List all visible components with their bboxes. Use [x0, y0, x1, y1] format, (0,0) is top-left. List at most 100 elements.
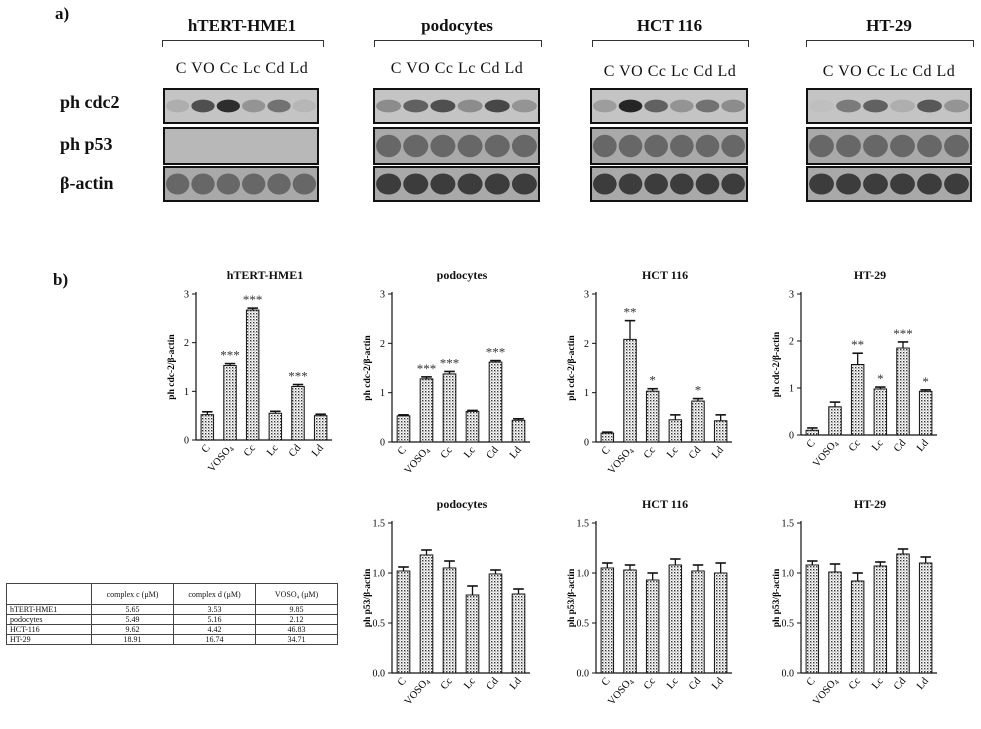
x-tick-label: C — [600, 445, 613, 457]
chart-title: HT-29 — [853, 268, 887, 282]
y-tick-label: 1.5 — [373, 519, 386, 530]
table-cell: 34.71 — [255, 634, 338, 645]
blot-header-ht29: HT-29 — [866, 16, 912, 35]
table-cell: 46.83 — [255, 624, 338, 635]
bar-chart: HT-29 ph p53/β-actin 0.0 0.5 1.0 1.5 C VOSO4 Cc L… — [765, 497, 945, 721]
significance-label: *** — [417, 361, 437, 376]
bar — [442, 373, 457, 443]
bar — [600, 567, 615, 674]
y-tick-label: 0.5 — [577, 619, 590, 630]
x-tick-label: Ld — [915, 437, 931, 454]
lane-labels: C VO Cc Lc Cd Ld — [603, 63, 737, 80]
blot-bracket — [806, 40, 974, 47]
table-header: VOSO₄ (μM) — [255, 583, 338, 605]
blot-ph-cdc2 — [806, 88, 972, 124]
bar — [396, 415, 411, 443]
x-tick-label: VOSO4 — [811, 675, 841, 708]
blot-ph-p53 — [590, 127, 748, 165]
x-tick-label: Lc — [870, 676, 886, 692]
table-row-name: HCT-116 — [6, 624, 92, 635]
blot-row-label-ph-p53: ph p53 — [60, 134, 113, 154]
table-row-name: HT-29 — [6, 634, 92, 645]
y-tick-label: 1.5 — [782, 519, 795, 530]
table-cell: 9.85 — [255, 604, 338, 615]
blot-ph-cdc2 — [163, 88, 319, 124]
x-tick-label: Lc — [870, 438, 886, 454]
x-tick-label: Cc — [847, 676, 863, 692]
y-tick-label: 1 — [184, 387, 189, 398]
bar — [313, 415, 328, 441]
bar — [873, 388, 888, 436]
blot-header-htert-hme1: hTERT-HME1 — [187, 16, 297, 35]
y-axis-label: ph cdc-2/β-actin — [772, 331, 782, 397]
blot-header-podocytes: podocytes — [421, 16, 493, 35]
bar — [419, 554, 434, 674]
table-corner-cell — [6, 583, 92, 605]
bar-chart: HCT 116 ph cdc-2/β-actin 0 1 2 3 C ** VOSO4 * Cc Lc… — [560, 268, 740, 480]
blot-ph-cdc2 — [373, 88, 540, 124]
x-tick-label: VOSO4 — [606, 444, 636, 477]
x-tick-label: Lc — [265, 443, 281, 459]
table-cell: 16.74 — [173, 634, 256, 645]
blot-bracket — [374, 40, 542, 47]
blot-ph-p53 — [806, 127, 972, 165]
y-axis-label: ph cdc-2/β-actin — [363, 335, 373, 401]
table-row: HT-29 18.91 16.74 34.71 — [6, 634, 338, 645]
y-axis-label: ph cdc-2/β-actin — [567, 335, 577, 401]
blot-row-label-beta-actin: β-actin — [60, 173, 114, 193]
bar — [805, 564, 820, 674]
x-tick-label: Cd — [892, 675, 909, 692]
significance-label: *** — [243, 292, 263, 307]
x-tick-label: Cd — [892, 437, 909, 454]
bar-chart: podocytes ph p53/β-actin 0.0 0.5 1.0 1.5 C VOSO… — [356, 497, 538, 721]
bar — [828, 571, 842, 674]
table-cell: 5.65 — [91, 604, 174, 615]
lane-labels: C VO Cc Lc Cd Ld — [390, 60, 524, 77]
bar — [511, 593, 526, 674]
table-row-name: hTERT-HME1 — [6, 604, 92, 615]
x-tick-label: Cc — [242, 443, 258, 459]
significance-label: * — [649, 373, 656, 388]
y-tick-label: 3 — [380, 290, 385, 301]
significance-label: ** — [624, 305, 637, 320]
y-tick-label: 3 — [184, 290, 189, 301]
bar-chart: HCT 116 ph p53/β-actin 0.0 0.5 1.0 1.5 C VOSO4 C… — [560, 497, 740, 721]
y-tick-label: 2 — [789, 337, 794, 348]
bar — [896, 347, 910, 436]
bar — [918, 562, 933, 674]
chart-title: hTERT-HME1 — [226, 268, 304, 282]
y-tick-label: 2 — [584, 339, 589, 350]
blot-ph-p53 — [163, 127, 319, 165]
table-row-name: podocytes — [6, 614, 92, 625]
significance-label: * — [695, 383, 702, 398]
significance-label: ** — [851, 337, 864, 352]
chart-title: HCT 116 — [641, 268, 689, 282]
x-tick-label: Ld — [710, 675, 726, 692]
y-tick-label: 2 — [184, 338, 189, 349]
blot-ph-cdc2 — [590, 88, 748, 124]
x-tick-label: Ld — [710, 444, 726, 461]
bar — [850, 580, 865, 674]
blot-beta-actin — [806, 166, 972, 202]
y-tick-label: 0.5 — [373, 619, 386, 630]
chart-title: HCT 116 — [641, 497, 689, 511]
x-tick-label: VOSO4 — [606, 675, 636, 708]
x-tick-label: Cc — [642, 676, 658, 692]
x-tick-label: Cd — [287, 442, 304, 459]
blot-beta-actin — [373, 166, 540, 202]
significance-label: *** — [893, 326, 913, 341]
x-tick-label: Ld — [915, 675, 931, 692]
chart-title: podocytes — [436, 268, 488, 282]
y-tick-label: 0 — [584, 438, 589, 449]
bar — [668, 564, 683, 674]
blot-beta-actin — [590, 166, 748, 202]
bar — [223, 365, 237, 441]
bar — [828, 406, 842, 436]
table-row: hTERT-HME1 5.65 3.53 9.85 — [6, 604, 338, 615]
table-cell: 4.42 — [173, 624, 256, 635]
x-tick-label: Cc — [439, 445, 455, 461]
x-tick-label: VOSO4 — [403, 444, 433, 477]
bar — [805, 429, 820, 436]
